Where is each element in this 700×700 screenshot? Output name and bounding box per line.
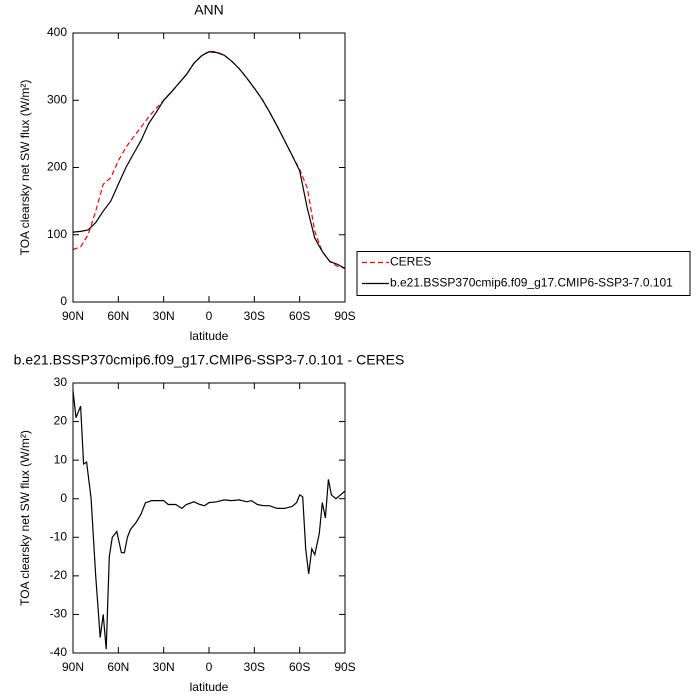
x-tick-label: 90S bbox=[334, 309, 355, 323]
x-tick-label: 30S bbox=[244, 309, 265, 323]
series-line bbox=[72, 50, 346, 269]
x-tick-label: 60N bbox=[107, 309, 129, 323]
x-tick-label: 0 bbox=[206, 660, 213, 674]
x-tick-label: 30N bbox=[153, 660, 175, 674]
y-tick-label: -20 bbox=[50, 568, 68, 582]
x-tick-label: 90N bbox=[62, 660, 84, 674]
y-tick-label: -40 bbox=[50, 645, 68, 659]
legend-box bbox=[356, 251, 691, 296]
y-tick-label: 20 bbox=[54, 414, 68, 428]
x-axis-label: latitude bbox=[190, 329, 229, 343]
x-tick-label: 0 bbox=[206, 309, 213, 323]
x-tick-label: 90N bbox=[62, 309, 84, 323]
x-tick-label: 60N bbox=[107, 660, 129, 674]
legend-label: CERES bbox=[390, 255, 431, 269]
y-tick-label: 30 bbox=[54, 375, 68, 389]
y-tick-label: 0 bbox=[60, 294, 67, 308]
series-line bbox=[72, 390, 346, 650]
y-axis-label: TOA clearsky net SW flux (W/m²) bbox=[18, 430, 32, 606]
y-tick-label: 200 bbox=[47, 160, 67, 174]
x-tick-label: 30S bbox=[244, 660, 265, 674]
x-tick-label: 60S bbox=[289, 309, 310, 323]
x-axis-label: latitude bbox=[190, 680, 229, 694]
y-tick-label: 0 bbox=[60, 491, 67, 505]
y-tick-label: 300 bbox=[47, 92, 67, 106]
chart-title: ANN bbox=[194, 2, 224, 18]
x-tick-label: 60S bbox=[289, 660, 310, 674]
legend-label: b.e21.BSSP370cmip6.f09_g17.CMIP6-SSP3-7.… bbox=[390, 276, 673, 290]
y-tick-label: 100 bbox=[47, 227, 67, 241]
series-line bbox=[72, 51, 346, 269]
y-axis-label: TOA clearsky net SW flux (W/m²) bbox=[18, 80, 32, 256]
y-tick-label: 400 bbox=[47, 25, 67, 39]
y-tick-label: -30 bbox=[50, 607, 68, 621]
chart-title: b.e21.BSSP370cmip6.f09_g17.CMIP6-SSP3-7.… bbox=[14, 352, 405, 368]
plot-frame bbox=[72, 382, 346, 654]
y-tick-label: -10 bbox=[50, 529, 68, 543]
x-tick-label: 90S bbox=[334, 660, 355, 674]
x-tick-label: 30N bbox=[153, 309, 175, 323]
plot-frame bbox=[72, 32, 346, 303]
y-tick-label: 10 bbox=[54, 452, 68, 466]
